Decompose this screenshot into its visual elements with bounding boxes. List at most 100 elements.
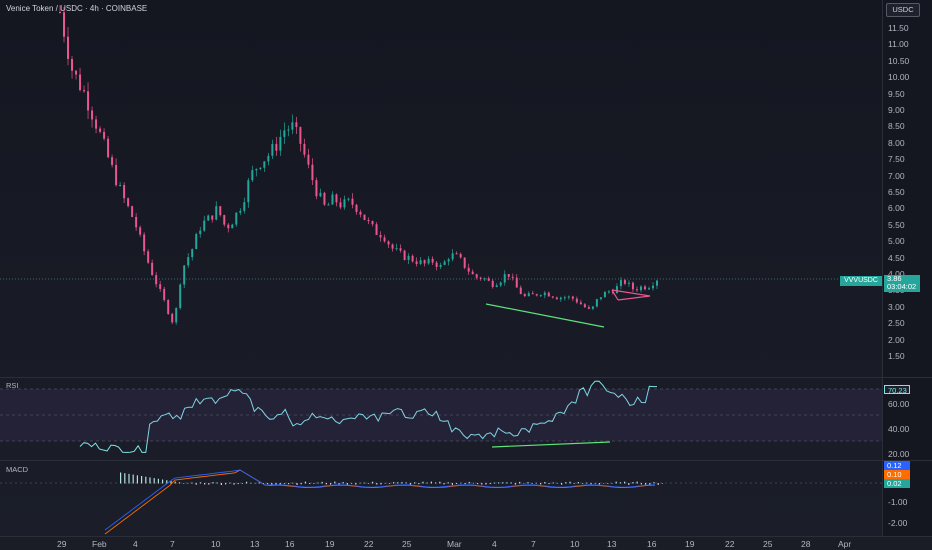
candle-body	[183, 265, 186, 285]
candle-body	[315, 180, 318, 197]
candle-body	[543, 292, 546, 296]
macd-histogram-bar	[229, 482, 231, 484]
candle-body	[195, 234, 198, 250]
macd-histogram-bar	[523, 482, 525, 484]
candle-body	[587, 307, 590, 309]
macd-pane-separator[interactable]	[0, 460, 932, 461]
macd-histogram-bar	[472, 482, 474, 484]
macd-tick: -2.00	[888, 518, 908, 528]
macd-histogram-bar	[292, 482, 294, 484]
rsi-trendline[interactable]	[491, 441, 611, 448]
macd-histogram-bar	[594, 483, 596, 484]
macd-histogram-bar	[271, 483, 273, 485]
candle-body	[83, 90, 86, 92]
candle-body	[103, 131, 106, 139]
candle-body	[615, 286, 618, 294]
candle-body	[263, 161, 266, 168]
macd-histogram-bar	[548, 483, 550, 485]
macd-histogram-bar	[149, 477, 151, 484]
candle-body	[135, 216, 138, 228]
candle-body	[599, 297, 602, 300]
trendline[interactable]	[485, 303, 605, 328]
candle-body	[391, 244, 394, 249]
macd-histogram-bar	[573, 483, 575, 484]
candle-body	[155, 275, 158, 285]
macd-histogram-bar	[380, 483, 382, 485]
macd-histogram-bar	[325, 483, 327, 485]
rsi-value-tag: 70.23	[884, 385, 910, 395]
candle-body	[339, 202, 342, 208]
macd-histogram-bar	[195, 483, 197, 485]
currency-badge[interactable]: USDC	[886, 3, 920, 17]
trendline[interactable]	[617, 295, 651, 301]
macd-histogram-bar	[262, 483, 264, 484]
time-label: 10	[570, 539, 580, 549]
macd-histogram-bar	[397, 482, 399, 484]
price-tick: 5.00	[888, 236, 905, 247]
price-chart[interactable]	[0, 0, 882, 536]
rsi-label[interactable]: RSI	[6, 381, 19, 390]
candle-body	[335, 194, 338, 203]
candle-body	[111, 157, 114, 165]
trendline[interactable]	[611, 289, 619, 301]
macd-histogram-bar	[435, 482, 437, 484]
macd-signal-line[interactable]	[104, 469, 656, 535]
time-label: 4	[492, 539, 497, 549]
candle-body	[299, 127, 302, 144]
rsi-pane-separator[interactable]	[0, 377, 932, 378]
price-tick: 3.00	[888, 301, 905, 312]
candle-body	[371, 221, 374, 225]
macd-histogram-bar	[321, 481, 323, 484]
macd-histogram-bar	[237, 483, 239, 485]
candle-body	[375, 224, 378, 235]
macd-histogram-bar	[477, 483, 479, 485]
candle-body	[131, 206, 134, 217]
macd-histogram-bar	[531, 483, 533, 484]
price-tick: 10.50	[888, 55, 910, 66]
macd-histogram-bar	[250, 482, 252, 484]
symbol-price-label: VVVUSDC	[840, 276, 882, 286]
macd-histogram-bar	[220, 483, 222, 485]
time-axis-separator	[0, 536, 932, 537]
macd-histogram-bar	[657, 483, 659, 485]
candle-body	[79, 74, 82, 91]
symbol-title[interactable]: Venice Token / USDC · 4h · COINBASE	[6, 4, 148, 13]
candle-body	[435, 262, 438, 267]
candle-body	[283, 130, 286, 137]
macd-histogram-bar	[577, 482, 579, 484]
candle-body	[523, 294, 526, 297]
rsi-line[interactable]	[79, 380, 657, 453]
candle-body	[487, 278, 490, 281]
macd-label[interactable]: MACD	[6, 465, 29, 474]
macd-histogram-bar	[481, 483, 483, 485]
time-label: 28	[801, 539, 811, 549]
candle-body	[115, 164, 118, 186]
macd-histogram-bar	[590, 483, 592, 485]
candle-body	[427, 258, 430, 264]
candle-body	[539, 295, 542, 297]
price-axis[interactable]	[882, 0, 932, 536]
macd-histogram-bar	[141, 476, 143, 484]
macd-histogram-bar	[393, 482, 395, 484]
price-tick: 4.50	[888, 252, 905, 263]
macd-histogram-bar	[535, 482, 537, 484]
time-label: 7	[170, 539, 175, 549]
macd-histogram-bar	[178, 482, 180, 484]
macd-histogram-bar	[330, 483, 332, 485]
macd-histogram-bar	[170, 480, 172, 484]
trendline[interactable]	[611, 289, 651, 297]
macd-histogram-bar	[430, 481, 432, 484]
candle-body	[63, 12, 66, 37]
candle-body	[127, 198, 130, 207]
candle-body	[203, 220, 206, 231]
candle-body	[511, 276, 514, 278]
macd-histogram-bar	[267, 483, 269, 485]
candle-body	[243, 202, 246, 211]
candle-body	[551, 296, 554, 298]
macd-line[interactable]	[104, 469, 656, 531]
candle-body	[287, 129, 290, 131]
macd-histogram-bar	[645, 483, 647, 485]
candle-body	[363, 214, 366, 220]
candle-body	[455, 253, 458, 255]
candle-body	[259, 167, 262, 169]
